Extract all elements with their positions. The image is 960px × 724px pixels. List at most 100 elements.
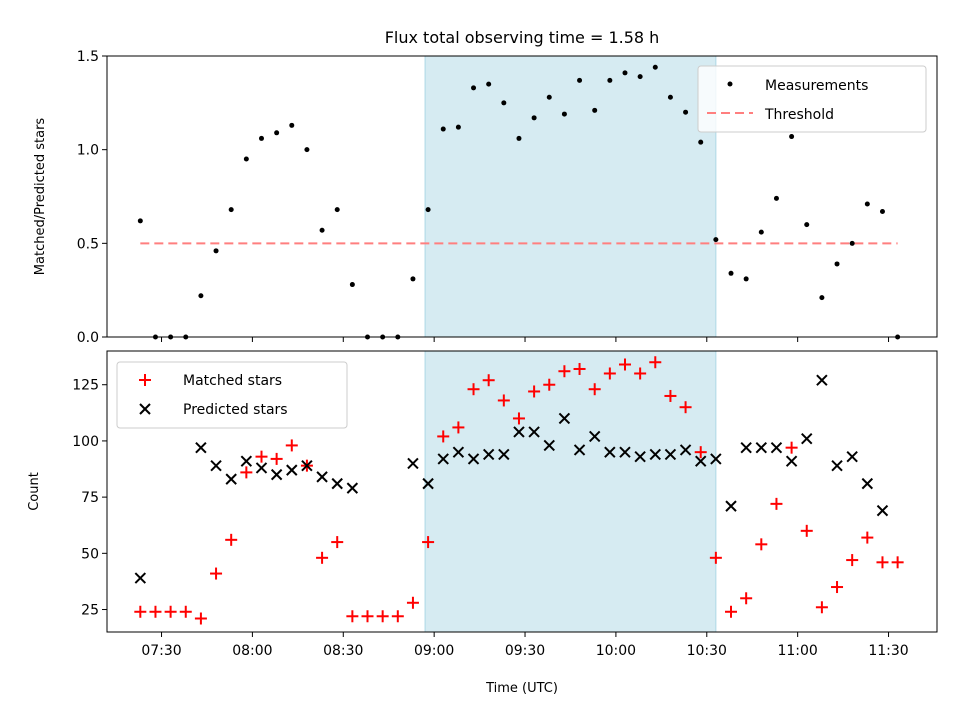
predicted-star-point	[528, 426, 540, 438]
predicted-star-point	[876, 504, 889, 517]
measurement-point	[652, 64, 658, 70]
top-legend: Measurements Threshold	[697, 65, 927, 133]
measurement-point	[834, 261, 840, 267]
measurement-point	[849, 240, 855, 246]
y-tick-label: 25	[81, 603, 99, 619]
bottom-legend-box	[116, 361, 348, 429]
x-tick-label: 08:00	[232, 643, 272, 659]
predicted-star-point	[710, 453, 722, 465]
matched-star-point	[891, 556, 904, 569]
matched-star-point	[376, 610, 389, 623]
legend-predicted-label: Predicted stars	[183, 402, 288, 418]
predicted-star-point	[452, 446, 465, 458]
measurement-point	[546, 94, 552, 100]
matched-star-point	[573, 362, 586, 375]
measurement-point	[274, 130, 280, 136]
predicted-star-point	[725, 500, 737, 512]
x-tick-label: 11:30	[868, 643, 908, 659]
predicted-star-point	[316, 471, 328, 483]
matched-star-point	[316, 551, 329, 564]
measurement-point	[334, 207, 340, 213]
predicted-star-point	[785, 455, 798, 467]
shaded-span	[425, 56, 716, 337]
predicted-star-point	[695, 455, 707, 467]
measurement-point	[137, 218, 143, 224]
measurement-point	[228, 207, 234, 213]
matched-star-point	[543, 378, 556, 391]
matched-star-point	[240, 466, 253, 479]
top-shaded-span-layer	[424, 56, 717, 337]
matched-star-point	[770, 497, 783, 510]
x-tick-label: 07:30	[141, 643, 181, 659]
matched-star-point	[876, 556, 889, 569]
matched-star-point	[512, 412, 525, 425]
measurement-point	[561, 111, 567, 117]
measurement-point	[440, 126, 446, 132]
measurement-point	[637, 74, 643, 80]
matched-star-point	[831, 581, 844, 594]
predicted-star-point	[482, 448, 495, 461]
top-y-ticks-layer: 0.0 0.5 1.0 1.5	[77, 49, 107, 346]
measurement-point	[758, 229, 764, 235]
measurement-point	[577, 77, 583, 83]
measurement-point	[622, 70, 628, 76]
matched-star-point	[452, 421, 465, 434]
predicted-star-point	[770, 441, 783, 454]
measurement-point	[501, 100, 507, 106]
legend-matched-marker	[139, 374, 151, 386]
y-tick-label: 0.5	[77, 236, 99, 252]
shaded-span	[425, 351, 716, 632]
measurement-point	[773, 195, 779, 201]
legend-matched-label: Matched stars	[183, 373, 282, 389]
predicted-star-point	[331, 477, 343, 490]
matched-star-point	[634, 367, 647, 380]
predicted-star-point	[649, 448, 661, 461]
top-axes-frame	[106, 55, 938, 338]
predicted-star-point	[543, 439, 555, 452]
predicted-star-point	[679, 444, 692, 456]
predicted-star-point	[240, 455, 253, 467]
predicted-star-point	[740, 441, 752, 454]
measurement-point	[879, 208, 885, 214]
measurement-point	[819, 295, 825, 301]
predicted-star-point	[513, 426, 525, 438]
matched-star-point	[331, 536, 344, 549]
measurement-point	[531, 115, 537, 121]
predicted-star-point	[664, 448, 677, 461]
measurement-point	[243, 156, 249, 162]
matched-star-point	[664, 389, 677, 402]
matched-star-point	[164, 605, 177, 618]
predicted-star-point	[422, 477, 434, 490]
predicted-star-point	[437, 453, 449, 465]
matched-star-point	[497, 394, 510, 407]
predicted-star-point	[270, 468, 283, 481]
predicted-star-point	[816, 374, 828, 386]
matched-star-point	[800, 524, 813, 537]
matched-star-point	[134, 605, 147, 618]
y-tick-label: 125	[72, 378, 99, 394]
predicted-star-point	[498, 448, 510, 461]
measurement-point	[198, 293, 204, 299]
matched-star-point	[270, 452, 283, 465]
top-legend-box	[697, 65, 927, 133]
predicted-star-point	[301, 459, 313, 472]
predicted-star-point	[861, 477, 874, 490]
predicted-star-point	[588, 430, 601, 443]
legend-threshold-label: Threshold	[764, 107, 834, 123]
measurement-point	[743, 276, 749, 282]
bottom-x-ticks-layer: 07:30 08:00 08:30 09:00 09:30 10:00 10:30 11:00…	[141, 632, 909, 659]
predicted-star-point	[604, 446, 616, 458]
top-panel: 0.0 0.5 1.0 1.5 Matched/Predicted stars Mea…	[33, 49, 938, 346]
measurement-point	[425, 207, 431, 213]
bottom-axes-frame	[106, 350, 938, 633]
x-tick-label: 11:00	[777, 643, 817, 659]
matched-star-point	[846, 554, 859, 567]
matched-star-point	[210, 567, 223, 580]
measurement-point	[607, 77, 613, 83]
matched-star-point	[694, 446, 707, 459]
y-tick-label: 75	[81, 490, 99, 506]
measurement-point	[289, 122, 295, 128]
matched-star-point	[558, 365, 571, 378]
matched-star-point	[709, 551, 722, 564]
